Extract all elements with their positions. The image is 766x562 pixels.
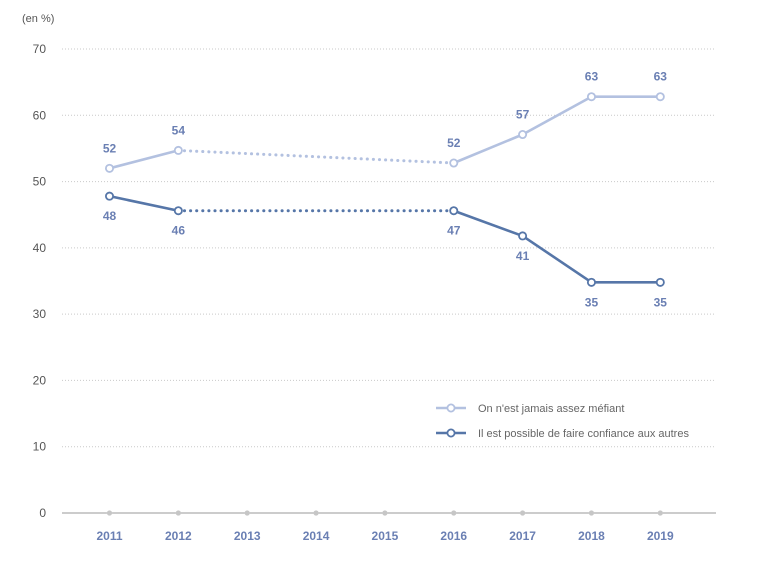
- series-dotted-segment: [176, 148, 456, 165]
- x-tick-label: 2012: [165, 529, 192, 543]
- data-label: 46: [172, 224, 186, 238]
- series-1: 52 54 52 57 63 63: [103, 70, 668, 173]
- data-point: [586, 277, 596, 287]
- data-label: 57: [516, 108, 530, 122]
- series-line-segment: [453, 133, 524, 165]
- x-tick-dot: [588, 510, 595, 516]
- data-point: [655, 277, 665, 287]
- data-point: [655, 92, 665, 102]
- x-tick-label: 2015: [372, 529, 399, 543]
- x-tick-dot: [313, 510, 319, 516]
- data-point: [449, 158, 459, 168]
- data-point: [173, 145, 183, 155]
- data-label: 54: [172, 123, 186, 137]
- data-label: 41: [516, 249, 530, 263]
- legend-label: On n'est jamais assez méfiant: [478, 403, 624, 415]
- unit-label: (en %): [22, 13, 54, 25]
- series-line-segment: [109, 149, 179, 170]
- x-axis: 2011 2012 2013 2014 2015 2016 2017 2018 2019: [62, 510, 716, 543]
- x-tick-label: 2018: [578, 529, 605, 543]
- series-group: 52 54 52 57 63 63 48 46 47 41 35 35: [103, 70, 667, 310]
- legend-swatch-marker: [446, 403, 456, 413]
- data-label: 52: [103, 141, 117, 155]
- data-point: [173, 206, 183, 216]
- legend-label: Il est possible de faire confiance aux a…: [478, 428, 689, 440]
- y-axis: 0 10 20 30 40 50 60 70: [33, 42, 47, 520]
- x-tick-label: 2014: [303, 529, 330, 543]
- y-tick-label: 70: [33, 42, 47, 56]
- x-tick-dot: [520, 510, 526, 516]
- gridlines: [62, 48, 716, 448]
- data-point: [518, 130, 528, 140]
- x-tick-dot: [451, 510, 457, 516]
- y-tick-label: 20: [33, 373, 47, 387]
- series-line-segment: [521, 234, 593, 284]
- data-label: 48: [103, 209, 117, 223]
- x-tick-label: 2017: [509, 529, 536, 543]
- y-tick-label: 60: [33, 108, 47, 122]
- x-tick-dot: [382, 510, 388, 516]
- data-label: 63: [654, 70, 668, 84]
- series-line-segment: [453, 209, 524, 238]
- legend-swatch-marker: [446, 428, 456, 438]
- data-point: [105, 163, 115, 173]
- x-tick-dot: [244, 510, 250, 516]
- x-tick-label: 2016: [440, 529, 467, 543]
- data-label: 63: [585, 70, 599, 84]
- y-tick-label: 0: [39, 506, 46, 520]
- data-point: [449, 206, 459, 216]
- data-label: 47: [447, 224, 461, 238]
- data-point: [105, 191, 115, 201]
- series-line-segment: [109, 194, 179, 213]
- x-tick-dot: [175, 510, 181, 516]
- x-tick-dot: [106, 510, 113, 516]
- legend-item-1: On n'est jamais assez méfiant: [436, 403, 624, 415]
- y-tick-label: 10: [33, 440, 47, 454]
- data-point: [518, 231, 528, 241]
- series-2: 48 46 47 41 35 35: [103, 191, 668, 309]
- x-tick-label: 2013: [234, 529, 261, 543]
- data-label: 35: [585, 295, 599, 309]
- data-point: [586, 92, 596, 102]
- legend: On n'est jamais assez méfiant Il est poss…: [436, 403, 689, 440]
- y-tick-label: 30: [33, 307, 47, 321]
- data-label: 35: [654, 295, 668, 309]
- y-tick-label: 40: [33, 241, 47, 255]
- x-tick-label: 2011: [96, 529, 122, 543]
- series-line-segment: [521, 95, 593, 136]
- x-tick-dot: [657, 510, 663, 516]
- x-tick-label: 2019: [647, 529, 674, 543]
- legend-item-2: Il est possible de faire confiance aux a…: [436, 428, 689, 440]
- y-tick-label: 50: [33, 175, 47, 189]
- data-label: 52: [447, 136, 461, 150]
